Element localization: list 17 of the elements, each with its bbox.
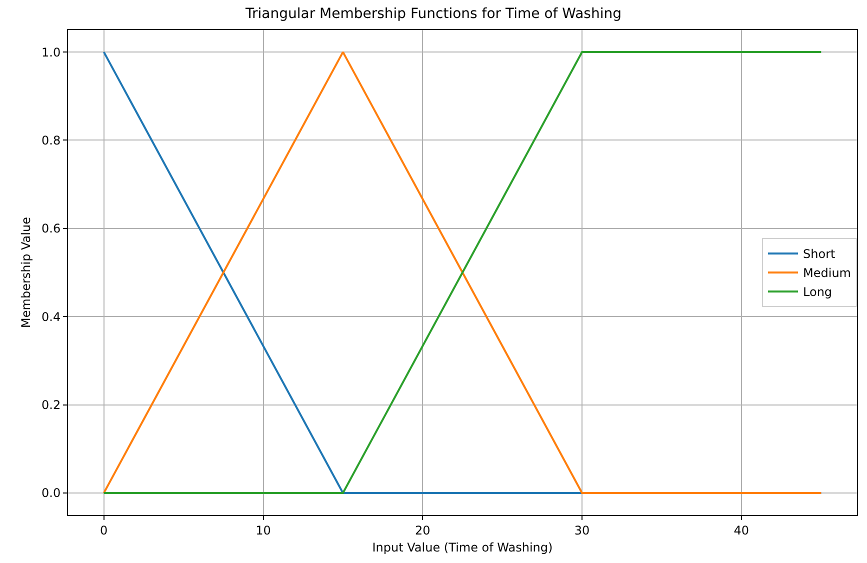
y-tick-label: 0.0: [42, 486, 61, 500]
legend-label: Long: [803, 285, 832, 300]
x-tick-label: 40: [734, 523, 750, 538]
x-tick-label: 0: [100, 523, 108, 538]
y-tick-label: 0.4: [42, 310, 61, 324]
y-tick-label: 0.6: [42, 222, 61, 236]
y-tick-label: 1.0: [42, 45, 61, 60]
y-tick-label: 0.8: [42, 133, 61, 148]
x-axis-title: Input Value (Time of Washing): [372, 540, 553, 554]
chart-title: Triangular Membership Functions for Time of Washing: [244, 6, 622, 22]
legend-label: Medium: [803, 266, 851, 280]
x-tick-label: 10: [256, 523, 271, 538]
x-tick-label: 30: [574, 523, 590, 538]
legend-label: Short: [803, 247, 836, 262]
y-tick-label: 0.2: [42, 398, 61, 412]
x-tick-label: 20: [415, 523, 430, 538]
y-axis-title: Membership Value: [18, 217, 33, 328]
